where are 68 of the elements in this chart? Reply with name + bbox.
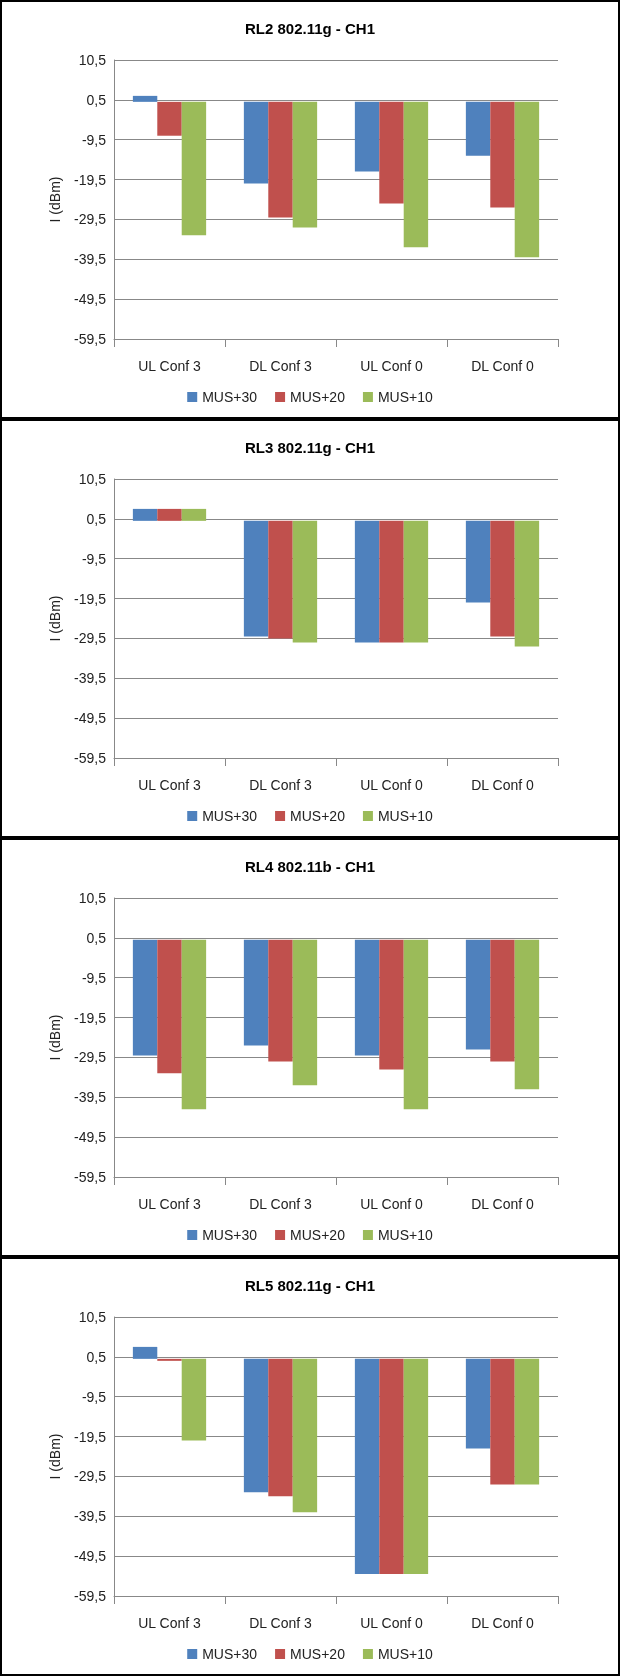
y-tick-label: -29,5: [74, 1049, 107, 1066]
y-tick-label: -59,5: [74, 750, 107, 766]
legend-label: MUS+10: [377, 808, 433, 824]
legend-label: MUS+30: [202, 389, 258, 405]
legend-label: MUS+30: [202, 1227, 258, 1243]
legend-label: MUS+30: [202, 1646, 258, 1662]
y-tick-label: 0,5: [86, 91, 107, 108]
chart-title: RL3 802.11g - CH1: [244, 439, 376, 456]
y-tick-label: -29,5: [74, 630, 107, 647]
legend-label: MUS+20: [290, 1227, 346, 1243]
y-tick-label: -49,5: [74, 710, 107, 727]
x-tick-label: UL Conf 0: [360, 358, 423, 374]
y-tick-label: -29,5: [74, 211, 107, 228]
x-tick-label: UL Conf 0: [360, 777, 423, 793]
y-tick-label: 0,5: [86, 510, 107, 527]
x-tick-label: DL Conf 3: [249, 1196, 312, 1212]
x-tick-label: DL Conf 0: [471, 1196, 534, 1212]
y-tick-label: -19,5: [74, 1428, 107, 1445]
x-tick-label: UL Conf 3: [138, 1196, 201, 1212]
y-axis-title: I (dBm): [47, 595, 63, 642]
y-tick-label: -49,5: [74, 1548, 107, 1565]
y-tick-label: -9,5: [81, 550, 107, 567]
x-tick-label: DL Conf 0: [471, 777, 534, 793]
legend-label: MUS+10: [377, 1646, 433, 1662]
y-tick-label: -59,5: [74, 1169, 107, 1185]
y-tick-label: -49,5: [74, 291, 107, 308]
y-tick-label: -39,5: [74, 1089, 107, 1106]
y-tick-label: 0,5: [86, 929, 107, 946]
y-axis-title: I (dBm): [47, 176, 63, 223]
y-tick-label: -59,5: [74, 1588, 107, 1604]
y-tick-label: -49,5: [74, 1129, 107, 1146]
y-tick-label: -19,5: [74, 590, 107, 607]
chart-title: RL4 802.11b - CH1: [244, 858, 376, 875]
y-tick-label: -9,5: [81, 131, 107, 148]
y-axis-title: I (dBm): [47, 1433, 63, 1480]
y-tick-label: -39,5: [74, 670, 107, 687]
y-tick-label: 10,5: [78, 471, 107, 487]
y-tick-label: -29,5: [74, 1468, 107, 1485]
x-tick-label: DL Conf 0: [471, 1615, 534, 1631]
x-tick-label: UL Conf 3: [138, 777, 201, 793]
chart-title: RL5 802.11g - CH1: [244, 1277, 376, 1294]
legend-label: MUS+10: [377, 1227, 433, 1243]
chart-title: RL2 802.11g - CH1: [244, 20, 376, 37]
x-tick-label: UL Conf 0: [360, 1196, 423, 1212]
y-tick-label: 10,5: [78, 52, 107, 68]
y-tick-label: 0,5: [86, 1348, 107, 1365]
legend-label: MUS+20: [290, 808, 346, 824]
legend-label: MUS+20: [290, 389, 346, 405]
y-tick-label: -39,5: [74, 251, 107, 268]
y-tick-label: 10,5: [78, 890, 107, 906]
legend-label: MUS+10: [377, 389, 433, 405]
y-tick-label: -39,5: [74, 1508, 107, 1525]
x-tick-label: UL Conf 3: [138, 1615, 201, 1631]
x-tick-label: DL Conf 0: [471, 358, 534, 374]
x-tick-label: UL Conf 0: [360, 1615, 423, 1631]
y-tick-label: 10,5: [78, 1309, 107, 1325]
legend-label: MUS+20: [290, 1646, 346, 1662]
legend-label: MUS+30: [202, 808, 258, 824]
x-tick-label: DL Conf 3: [249, 1615, 312, 1631]
y-tick-label: -59,5: [74, 331, 107, 347]
y-tick-label: -19,5: [74, 171, 107, 188]
x-tick-label: DL Conf 3: [249, 358, 312, 374]
y-tick-label: -19,5: [74, 1009, 107, 1026]
x-tick-label: DL Conf 3: [249, 777, 312, 793]
y-tick-label: -9,5: [81, 1388, 107, 1405]
x-tick-label: UL Conf 3: [138, 358, 201, 374]
y-axis-title: I (dBm): [47, 1014, 63, 1061]
y-tick-label: -9,5: [81, 969, 107, 986]
